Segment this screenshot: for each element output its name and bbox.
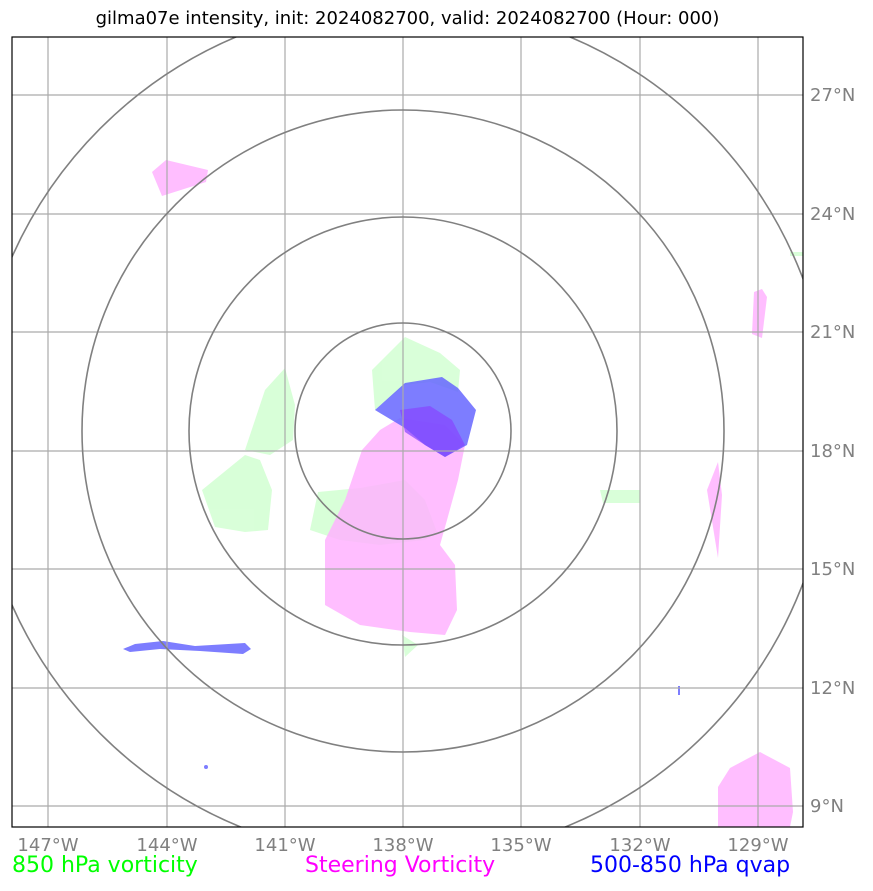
vorticity-850-patch bbox=[202, 455, 272, 532]
lat-label: 15°N bbox=[810, 559, 855, 580]
vorticity-850-patch bbox=[245, 368, 295, 455]
lon-label: 144°W bbox=[136, 835, 197, 856]
map-layers bbox=[12, 37, 803, 827]
range-ring bbox=[294, 322, 512, 540]
lat-label: 12°N bbox=[810, 678, 855, 699]
lat-label: 9°N bbox=[810, 796, 844, 817]
qvap-patch bbox=[123, 641, 251, 654]
steering-patch bbox=[752, 289, 767, 338]
vorticity-850-patch bbox=[372, 337, 460, 410]
lat-label: 24°N bbox=[810, 204, 855, 225]
steering-layer bbox=[152, 160, 793, 827]
steering-patch bbox=[718, 752, 793, 827]
qvap-steering-overlap bbox=[400, 406, 465, 457]
lon-label: 135°W bbox=[490, 835, 551, 856]
steering-patch bbox=[325, 418, 465, 635]
qvap-patch bbox=[204, 765, 208, 769]
lat-label: 27°N bbox=[810, 85, 855, 106]
range-ring bbox=[81, 109, 725, 753]
map-frame bbox=[11, 36, 804, 828]
legend-qvap: 500-850 hPa qvap bbox=[590, 853, 791, 878]
lon-label: 129°W bbox=[727, 835, 788, 856]
steering-patch bbox=[152, 160, 208, 196]
qvap-patch bbox=[678, 686, 680, 695]
range-ring bbox=[188, 216, 618, 646]
lon-label: 141°W bbox=[254, 835, 315, 856]
vorticity-850-patch bbox=[402, 635, 418, 657]
range-rings bbox=[12, 37, 803, 827]
vorticity-850-patch bbox=[600, 490, 640, 503]
lat-label: 21°N bbox=[810, 322, 855, 343]
lon-label: 147°W bbox=[17, 835, 78, 856]
legend-steering-vorticity: Steering Vorticity bbox=[305, 853, 496, 878]
longitude-labels: 147°W 144°W 141°W 138°W 135°W 132°W 129°… bbox=[17, 835, 788, 856]
legend-vorticity-850: 850 hPa vorticity bbox=[12, 853, 198, 878]
lon-label: 138°W bbox=[372, 835, 433, 856]
graticule bbox=[12, 37, 803, 827]
latitude-labels: 27°N 24°N 21°N 18°N 15°N 12°N 9°N bbox=[810, 85, 855, 817]
chart-title: gilma07e intensity, init: 2024082700, va… bbox=[95, 8, 720, 29]
lat-label: 18°N bbox=[810, 441, 855, 462]
lon-label: 132°W bbox=[609, 835, 670, 856]
vorticity-850-layer bbox=[202, 252, 803, 657]
